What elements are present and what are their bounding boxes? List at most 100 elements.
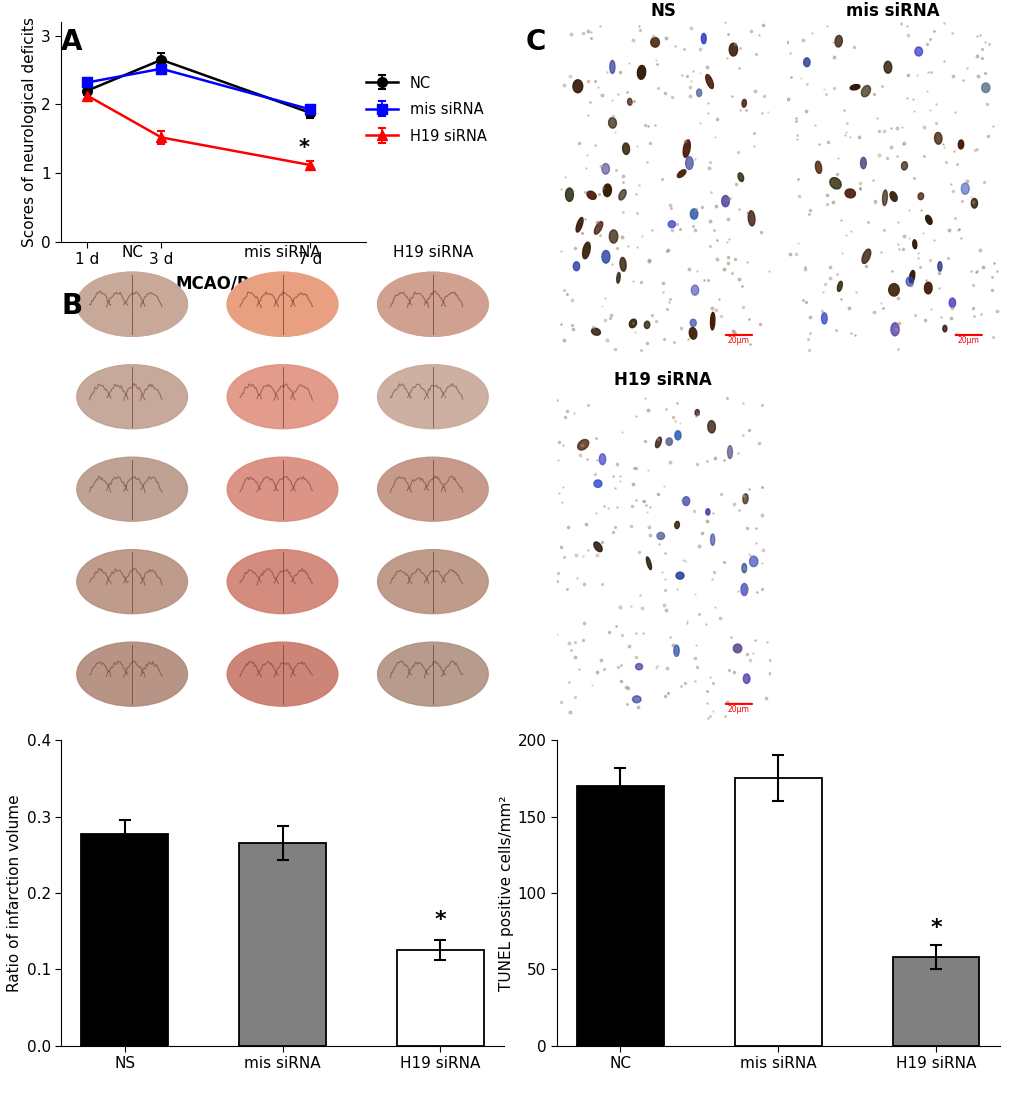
Ellipse shape [227,457,337,521]
Text: C: C [525,28,545,55]
Ellipse shape [622,143,629,154]
Ellipse shape [674,522,679,528]
Ellipse shape [677,170,685,177]
Ellipse shape [587,192,596,199]
Ellipse shape [860,86,869,97]
Ellipse shape [635,664,642,669]
Ellipse shape [601,250,609,263]
Ellipse shape [627,98,632,106]
Ellipse shape [696,89,701,97]
Ellipse shape [377,364,488,428]
Ellipse shape [844,189,855,198]
Ellipse shape [814,161,821,174]
Ellipse shape [629,319,636,328]
Ellipse shape [608,230,618,243]
Ellipse shape [701,33,705,44]
Ellipse shape [690,209,697,219]
Title: mis siRNA: mis siRNA [846,2,940,21]
Ellipse shape [227,642,337,706]
Ellipse shape [676,573,684,579]
Ellipse shape [594,221,602,235]
Text: 20μm: 20μm [728,705,749,713]
Ellipse shape [705,75,712,88]
Ellipse shape [76,272,187,336]
Ellipse shape [741,99,746,107]
Ellipse shape [957,140,963,149]
Ellipse shape [923,282,931,294]
Text: *: * [299,138,310,157]
Ellipse shape [616,273,620,283]
Ellipse shape [694,410,699,415]
Y-axis label: TUNEL positive cells/mm²: TUNEL positive cells/mm² [498,795,513,991]
Bar [577,786,663,1046]
Ellipse shape [820,313,826,324]
Ellipse shape [646,557,651,569]
Ellipse shape [980,83,988,92]
Legend: NC, mis siRNA, H19 siRNA: NC, mis siRNA, H19 siRNA [366,76,486,144]
Ellipse shape [675,430,681,440]
Ellipse shape [942,325,946,331]
Ellipse shape [599,454,605,465]
Ellipse shape [667,221,675,228]
Ellipse shape [803,58,809,67]
X-axis label: MCAO/R: MCAO/R [176,274,251,292]
Ellipse shape [608,118,615,128]
Ellipse shape [914,47,921,56]
Ellipse shape [733,644,741,653]
Ellipse shape [881,190,887,206]
Text: *: * [434,909,445,930]
Title: H19 siRNA: H19 siRNA [392,246,473,261]
Ellipse shape [936,262,942,271]
Ellipse shape [960,183,968,194]
Ellipse shape [619,189,626,200]
Ellipse shape [860,157,865,168]
Y-axis label: Scores of neurological deficits: Scores of neurological deficits [21,17,37,247]
Ellipse shape [690,319,696,327]
Ellipse shape [656,533,664,539]
Title: H19 siRNA: H19 siRNA [613,371,711,390]
Ellipse shape [573,262,579,271]
Text: *: * [929,918,941,938]
Ellipse shape [593,480,601,488]
Ellipse shape [593,542,601,552]
Ellipse shape [76,642,187,706]
Title: NC: NC [121,246,143,261]
Ellipse shape [949,298,955,307]
Ellipse shape [620,258,626,271]
Ellipse shape [227,549,337,613]
Ellipse shape [691,285,698,295]
Ellipse shape [749,556,757,567]
Ellipse shape [644,321,649,328]
Text: A: A [61,28,83,55]
Ellipse shape [890,192,897,201]
Text: B: B [61,292,83,319]
Ellipse shape [905,276,913,286]
Ellipse shape [683,140,690,157]
Ellipse shape [377,642,488,706]
Ellipse shape [888,284,899,296]
Ellipse shape [883,62,891,74]
Bar [238,843,326,1046]
Ellipse shape [377,549,488,613]
Ellipse shape [76,549,187,613]
Ellipse shape [637,65,645,79]
Ellipse shape [710,313,714,330]
Title: mis siRNA: mis siRNA [244,246,321,261]
Ellipse shape [655,437,660,448]
Ellipse shape [76,364,187,428]
Y-axis label: Ratio of infarction volume: Ratio of infarction volume [7,794,22,992]
Ellipse shape [665,438,672,446]
Ellipse shape [721,196,729,207]
Ellipse shape [727,446,732,459]
Ellipse shape [909,271,914,283]
Ellipse shape [582,242,590,259]
Ellipse shape [632,696,640,702]
Ellipse shape [227,272,337,336]
Ellipse shape [705,509,709,515]
Ellipse shape [741,564,746,573]
Title: NS: NS [650,2,676,21]
Ellipse shape [729,43,737,56]
Ellipse shape [76,272,187,336]
Text: 20μm: 20μm [957,336,978,345]
Ellipse shape [573,79,582,92]
